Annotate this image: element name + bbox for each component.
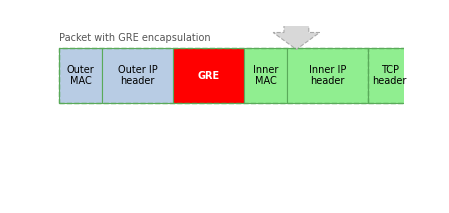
Text: GRE: GRE — [198, 71, 220, 81]
Bar — [102, 48, 173, 103]
Bar — [369, 48, 411, 103]
Text: Packet with GRE encapsulation: Packet with GRE encapsulation — [59, 33, 211, 43]
Bar — [411, 48, 449, 103]
Bar — [173, 48, 244, 103]
Text: TCP
header: TCP header — [373, 65, 407, 86]
Bar — [287, 48, 369, 103]
Text: Inner IP
header: Inner IP header — [309, 65, 347, 86]
Bar — [244, 48, 287, 103]
Polygon shape — [273, 0, 320, 49]
Bar — [59, 48, 102, 103]
Text: Outer
MAC: Outer MAC — [66, 65, 94, 86]
Text: Inner
MAC: Inner MAC — [253, 65, 278, 86]
Bar — [59, 48, 449, 103]
Text: Outer IP
header: Outer IP header — [118, 65, 158, 86]
